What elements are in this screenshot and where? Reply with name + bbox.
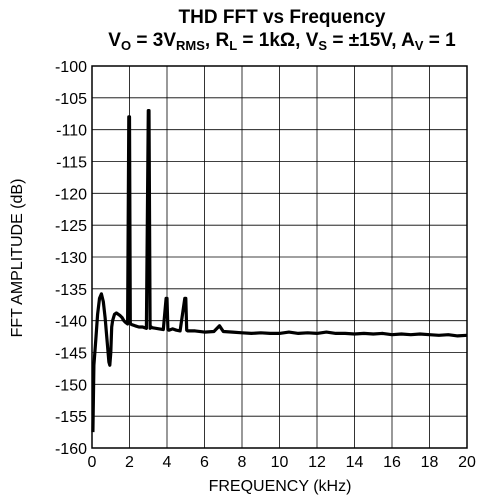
x-tick-label: 16 — [383, 454, 401, 471]
x-tick-label: 0 — [88, 454, 97, 471]
subtitle-part-3: = 1kΩ, V — [237, 30, 319, 51]
chart-subtitle: VO = 3VRMS, RL = 1kΩ, VS = ±15V, AV = 1 — [108, 30, 456, 53]
x-tick-label: 12 — [308, 454, 326, 471]
subtitle-part-4: = ±15V, A — [327, 30, 415, 51]
subtitle-sub-3: S — [318, 38, 327, 53]
series-line — [91, 109, 468, 433]
y-tick-label: -120 — [55, 186, 87, 203]
x-tick-label: 8 — [238, 454, 247, 471]
x-tick-label: 18 — [421, 454, 439, 471]
y-tick-label: -100 — [55, 59, 87, 76]
y-tick-label: -135 — [55, 282, 87, 299]
y-tick-label: -160 — [55, 441, 87, 458]
x-tick-label: 4 — [163, 454, 172, 471]
x-tick-label: 14 — [346, 454, 364, 471]
x-tick-labels: 0 2 4 6 8 10 12 14 16 18 20 — [88, 454, 476, 471]
subtitle-sub-2: L — [229, 38, 237, 53]
subtitle-sub-1: RMS — [176, 38, 205, 53]
y-tick-label: -110 — [56, 123, 87, 140]
chart-title: THD FFT vs Frequency — [179, 7, 386, 28]
subtitle-part-5: = 1 — [423, 30, 456, 51]
x-tick-label: 20 — [458, 454, 476, 471]
y-axis-label: FFT AMPLITUDE (dB) — [9, 179, 26, 338]
plot-frame — [91, 65, 468, 449]
y-tick-labels: -100 -105 -110 -115 -120 -125 -130 -135 -140 -145… — [55, 59, 87, 458]
subtitle-sub-0: O — [121, 38, 131, 53]
y-tick-label: -140 — [55, 314, 87, 331]
x-axis-label: FREQUENCY (kHz) — [209, 478, 352, 495]
y-tick-label: -155 — [55, 409, 87, 426]
y-tick-label: -145 — [55, 346, 87, 363]
subtitle-part-1: = 3V — [131, 30, 176, 51]
y-tick-label: -115 — [56, 155, 87, 172]
x-tick-label: 6 — [200, 454, 209, 471]
x-tick-label: 2 — [125, 454, 134, 471]
subtitle-part-2: , R — [205, 30, 230, 51]
y-tick-label: -125 — [55, 218, 87, 235]
y-tick-label: -105 — [55, 91, 87, 108]
x-tick-label: 10 — [271, 454, 289, 471]
subtitle-sub-4: V — [415, 38, 424, 53]
y-tick-label: -150 — [55, 377, 87, 394]
y-tick-label: -130 — [55, 250, 87, 267]
subtitle-part-0: V — [108, 30, 121, 51]
